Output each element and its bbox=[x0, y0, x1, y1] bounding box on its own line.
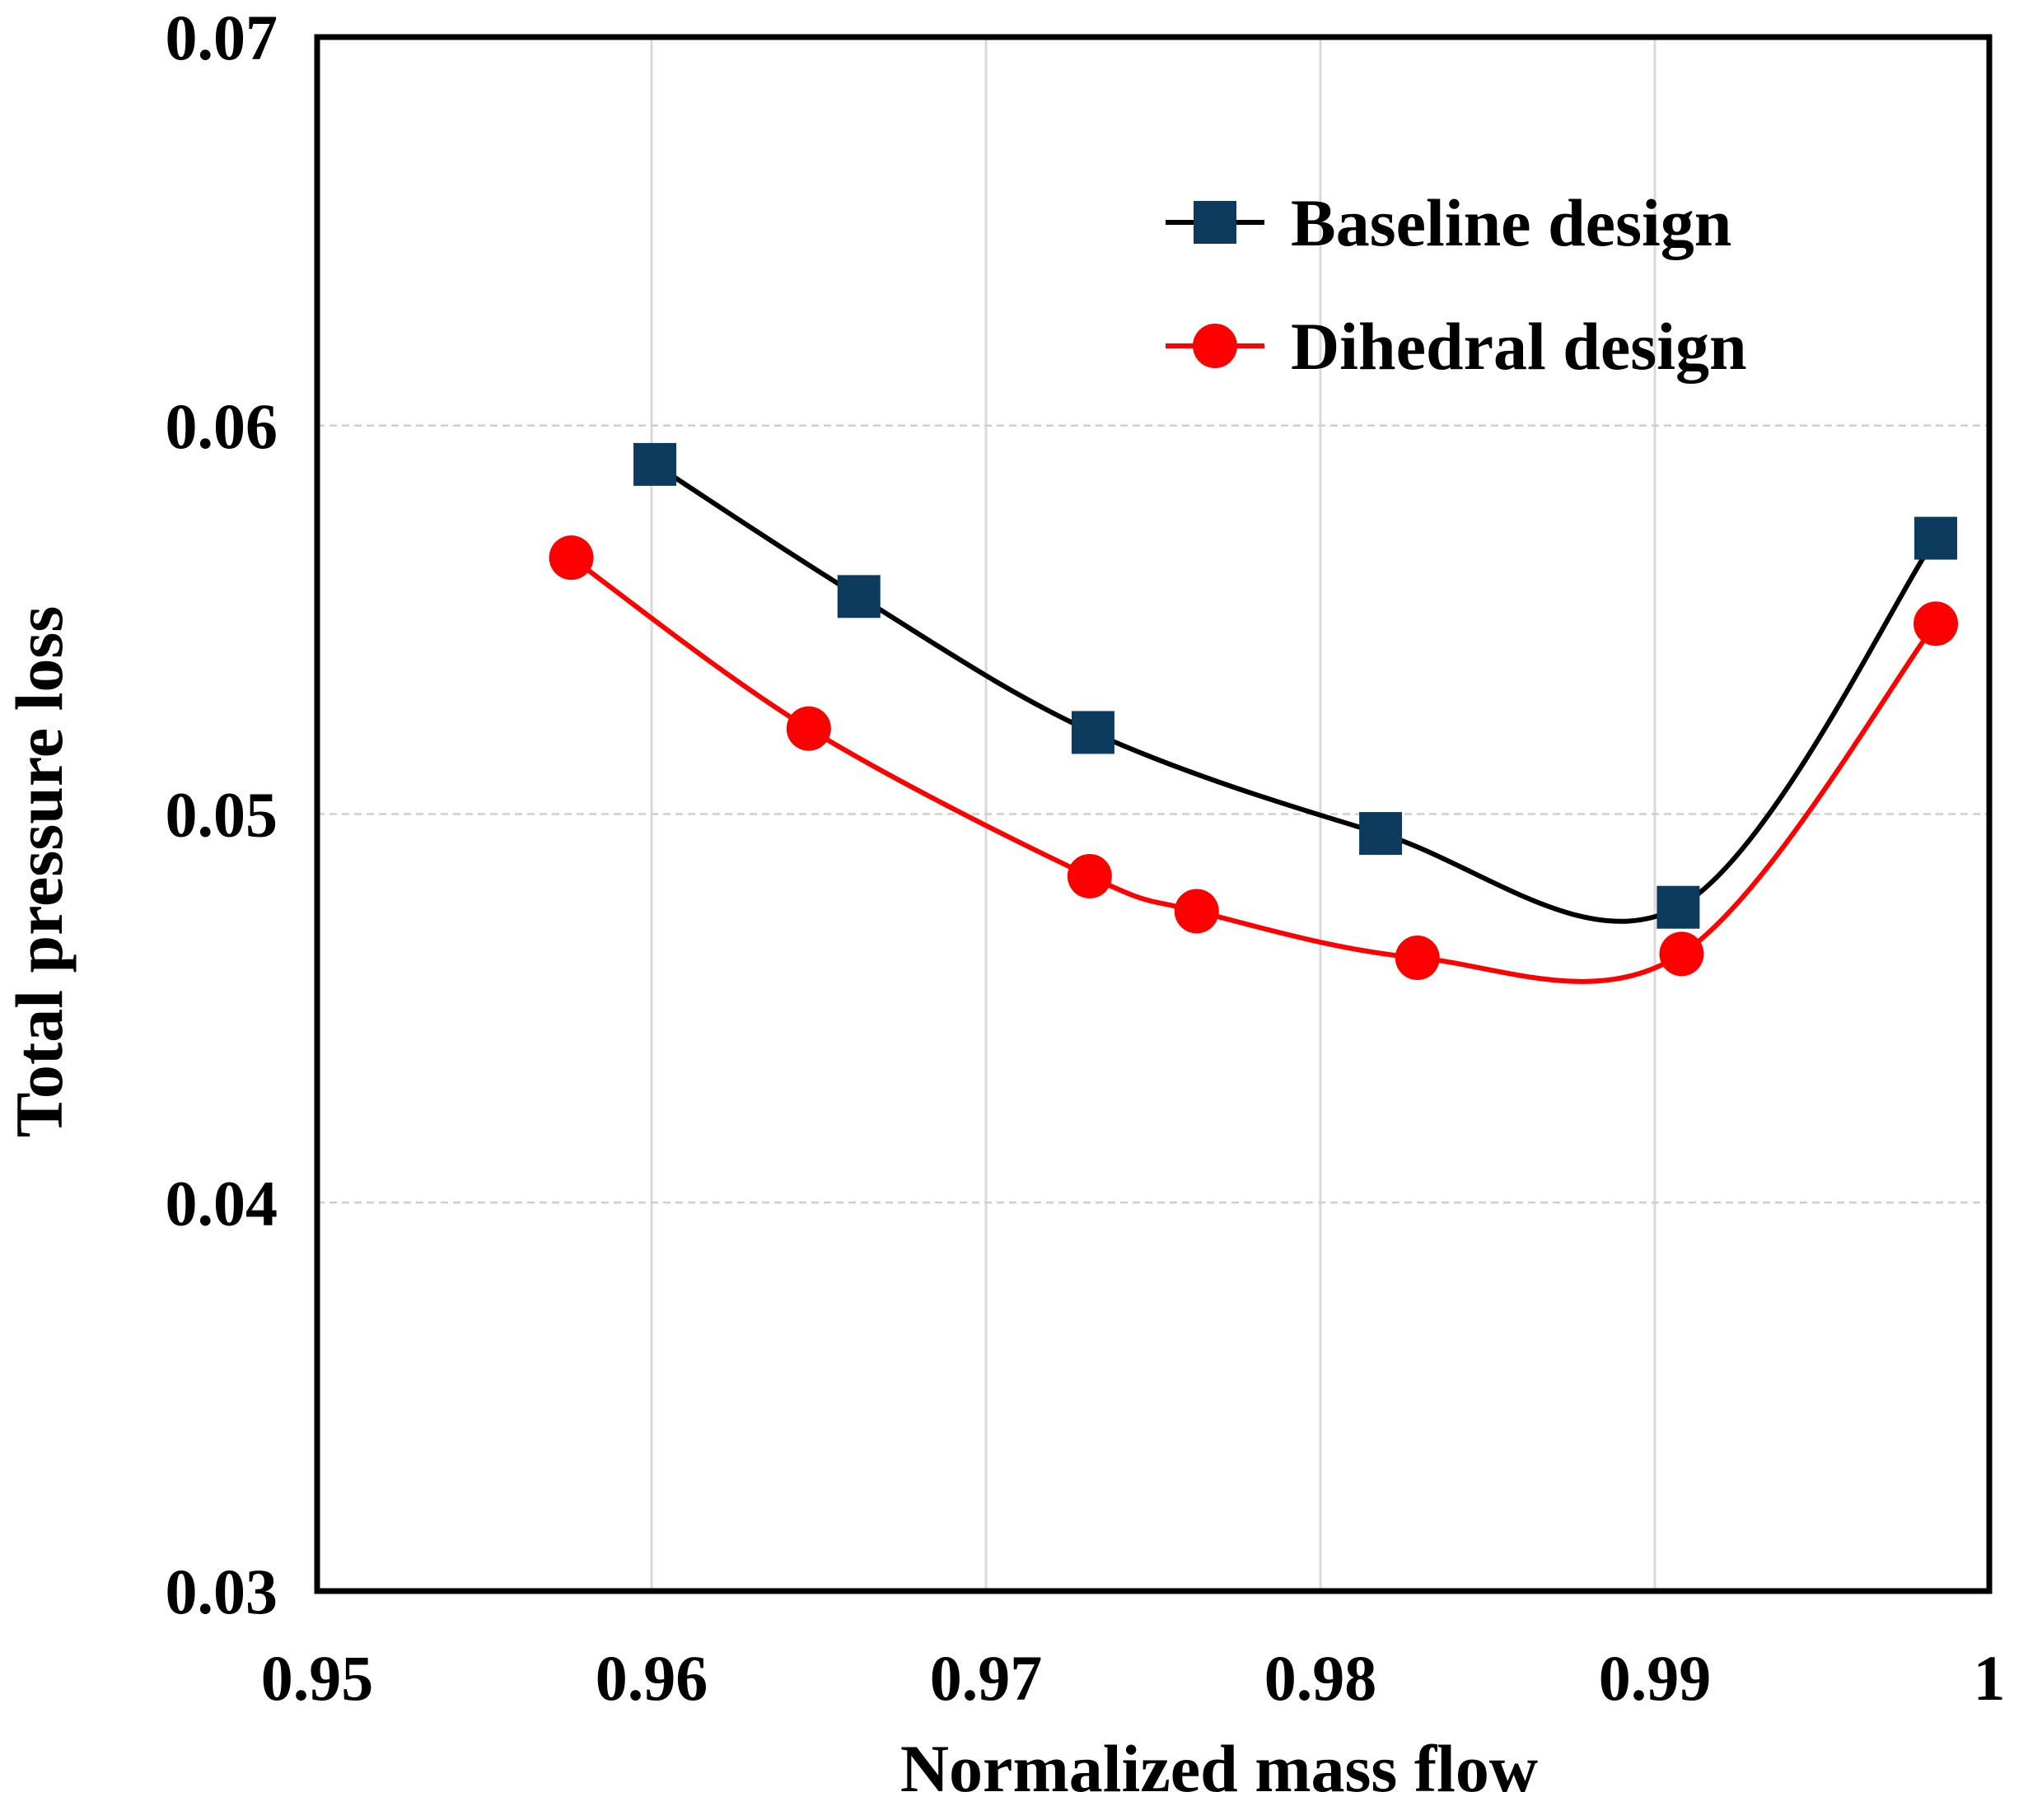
y-tick-label: 0.07 bbox=[166, 2, 278, 73]
data-point-baseline-design bbox=[1657, 885, 1700, 929]
y-tick-label: 0.04 bbox=[166, 1167, 278, 1239]
legend-item-baseline-design: Baseline design bbox=[1166, 185, 1731, 260]
legend-label-baseline-design: Baseline design bbox=[1291, 185, 1731, 260]
data-point-dihedral-design bbox=[1174, 889, 1219, 934]
data-point-dihedral-design bbox=[1067, 853, 1112, 898]
y-axis-title: Total pressure loss bbox=[2, 606, 77, 1138]
series-layer bbox=[549, 442, 1959, 984]
data-point-dihedral-design bbox=[549, 535, 594, 581]
series-dihedral-design bbox=[549, 535, 1959, 984]
data-point-baseline-design bbox=[1359, 812, 1403, 856]
data-point-baseline-design bbox=[1914, 516, 1958, 560]
legend-marker-baseline-design bbox=[1194, 201, 1236, 244]
x-tick-label: 0.96 bbox=[596, 1642, 708, 1714]
y-tick-label: 0.06 bbox=[166, 390, 278, 462]
x-axis-title: Normalized mass flow bbox=[900, 1731, 1538, 1806]
series-baseline-design bbox=[633, 442, 1958, 929]
data-point-dihedral-design bbox=[1914, 601, 1959, 646]
data-point-baseline-design bbox=[1071, 711, 1114, 754]
plot-frame bbox=[314, 34, 1993, 1594]
legend-label-dihedral-design: Dihedral design bbox=[1291, 309, 1747, 384]
legend-item-dihedral-design: Dihedral design bbox=[1166, 309, 1747, 384]
data-point-dihedral-design bbox=[1395, 936, 1440, 981]
x-tick-label: 0.99 bbox=[1599, 1642, 1712, 1714]
x-tick-label: 1 bbox=[1974, 1642, 2006, 1714]
data-point-dihedral-design bbox=[1659, 931, 1704, 977]
legend: Baseline design Dihedral design bbox=[1166, 185, 1747, 384]
data-point-baseline-design bbox=[633, 442, 677, 486]
x-tick-label: 0.95 bbox=[261, 1642, 374, 1714]
data-point-baseline-design bbox=[837, 575, 881, 618]
tick-labels: 0.95 0.96 0.97 0.98 0.99 1 0.03 0.04 0.05 0.06 0.0… bbox=[166, 2, 2006, 1714]
data-point-dihedral-design bbox=[786, 706, 831, 751]
legend-marker-dihedral-design bbox=[1193, 324, 1237, 368]
y-tick-label: 0.03 bbox=[166, 1556, 278, 1627]
x-tick-label: 0.97 bbox=[930, 1642, 1043, 1714]
x-tick-label: 0.98 bbox=[1264, 1642, 1377, 1714]
y-tick-label: 0.05 bbox=[166, 779, 278, 851]
